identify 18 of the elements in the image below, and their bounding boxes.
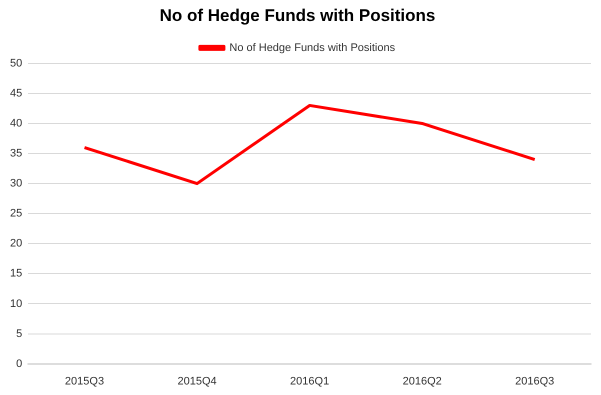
- y-tick-label: 45: [10, 87, 22, 100]
- x-tick-label: 2015Q3: [64, 375, 104, 388]
- y-tick-label: 25: [10, 208, 22, 220]
- y-tick-label: 15: [10, 268, 22, 280]
- y-tick-label: 10: [10, 298, 22, 310]
- legend-label: No of Hedge Funds with Positions: [229, 42, 396, 54]
- y-tick-label: 30: [10, 178, 22, 190]
- chart-title: No of Hedge Funds with Positions: [160, 6, 436, 25]
- y-tick-label: 0: [16, 358, 22, 370]
- x-tick-label: 2016Q3: [515, 375, 554, 388]
- y-tick-label: 20: [10, 238, 22, 250]
- y-tick-label: 50: [10, 57, 22, 70]
- y-tick-label: 40: [10, 118, 22, 130]
- x-tick-label: 2016Q1: [290, 375, 330, 388]
- y-tick-label: 5: [16, 328, 22, 340]
- y-tick-label: 35: [10, 148, 22, 160]
- x-tick-label: 2016Q2: [402, 375, 442, 388]
- x-tick-label: 2015Q4: [177, 375, 217, 388]
